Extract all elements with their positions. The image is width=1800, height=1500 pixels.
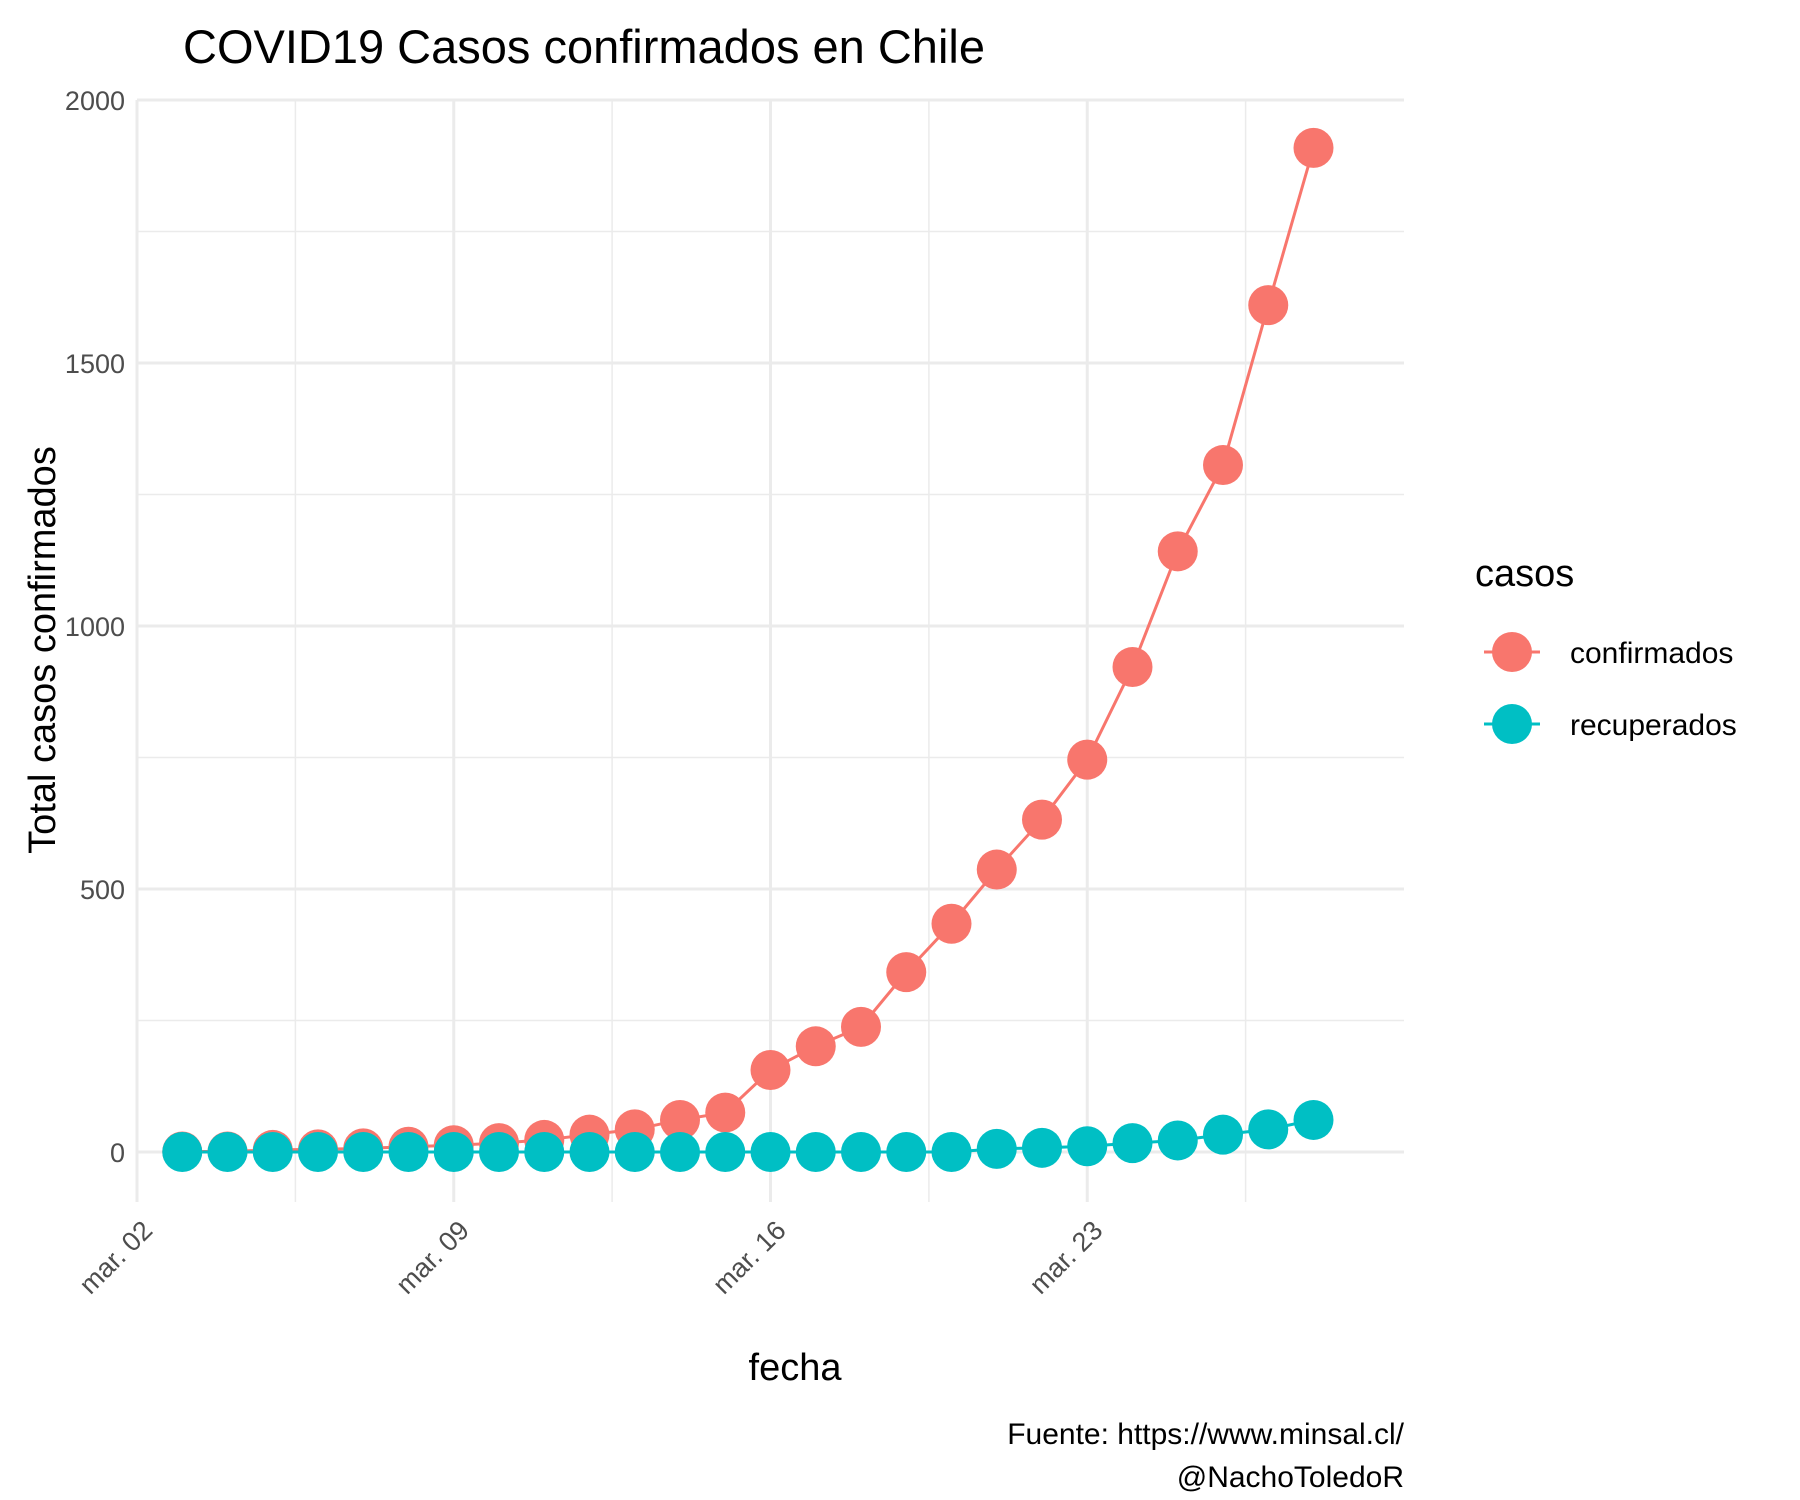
point-recuperados bbox=[569, 1132, 610, 1173]
point-recuperados bbox=[841, 1132, 881, 1173]
legend-title: casos bbox=[1475, 553, 1574, 595]
point-recuperados bbox=[343, 1132, 384, 1173]
x-tick-label: mar. 02 bbox=[73, 1215, 158, 1300]
point-recuperados bbox=[524, 1132, 565, 1173]
point-confirmados bbox=[1157, 531, 1198, 572]
point-recuperados bbox=[614, 1132, 655, 1173]
y-tick-labels: 0 500 1000 1500 2000 bbox=[65, 86, 125, 1168]
y-tick-label: 2000 bbox=[65, 86, 125, 116]
point-confirmados bbox=[841, 1006, 881, 1047]
y-axis-title: Total casos confirmados bbox=[22, 446, 64, 854]
legend-key-point-recuperados bbox=[1492, 704, 1532, 744]
point-recuperados bbox=[1112, 1123, 1153, 1164]
point-recuperados bbox=[750, 1132, 791, 1173]
point-recuperados bbox=[1203, 1114, 1243, 1155]
point-confirmados bbox=[1022, 799, 1062, 840]
point-confirmados bbox=[705, 1092, 746, 1133]
point-recuperados bbox=[433, 1132, 474, 1173]
x-tick-label: mar. 16 bbox=[707, 1215, 792, 1300]
point-confirmados bbox=[1248, 285, 1289, 326]
point-recuperados bbox=[479, 1132, 519, 1173]
caption-source: Fuente: https://www.minsal.cl/ bbox=[1007, 1418, 1404, 1451]
legend: casos confirmados recuperados bbox=[1475, 553, 1737, 744]
point-recuperados bbox=[705, 1132, 746, 1173]
x-tick-label: mar. 23 bbox=[1024, 1215, 1109, 1300]
point-confirmados bbox=[886, 952, 927, 993]
x-tick-labels: mar. 02 mar. 09 mar. 16 mar. 23 bbox=[73, 1215, 1108, 1300]
point-recuperados bbox=[1022, 1127, 1062, 1168]
point-recuperados bbox=[1067, 1126, 1108, 1167]
point-confirmados bbox=[1293, 127, 1334, 168]
y-tick-label: 1500 bbox=[65, 349, 125, 379]
point-recuperados bbox=[795, 1132, 836, 1173]
point-recuperados bbox=[976, 1128, 1017, 1169]
grid bbox=[135, 98, 1404, 1202]
y-tick-label: 1000 bbox=[65, 612, 125, 642]
point-recuperados bbox=[931, 1132, 972, 1173]
chart-title: COVID19 Casos confirmados en Chile bbox=[183, 20, 985, 73]
point-confirmados bbox=[976, 849, 1017, 890]
x-axis-title: fecha bbox=[749, 1347, 843, 1389]
point-recuperados bbox=[388, 1132, 429, 1173]
point-recuperados bbox=[660, 1132, 700, 1173]
point-recuperados bbox=[886, 1132, 927, 1173]
point-confirmados bbox=[931, 903, 972, 944]
legend-label-confirmados: confirmados bbox=[1570, 637, 1733, 670]
legend-key-point-confirmados bbox=[1492, 632, 1532, 672]
point-recuperados bbox=[298, 1132, 338, 1173]
x-tick-label: mar. 09 bbox=[390, 1215, 475, 1300]
point-recuperados bbox=[162, 1132, 203, 1173]
y-tick-label: 500 bbox=[80, 875, 125, 905]
legend-label-recuperados: recuperados bbox=[1570, 709, 1737, 742]
point-confirmados bbox=[795, 1026, 836, 1067]
series-lines bbox=[182, 147, 1315, 1154]
point-recuperados bbox=[207, 1132, 248, 1173]
point-confirmados bbox=[1112, 647, 1153, 688]
point-confirmados bbox=[660, 1099, 700, 1140]
y-tick-label: 0 bbox=[110, 1138, 125, 1168]
series-line-confirmados bbox=[182, 147, 1315, 1153]
point-confirmados bbox=[1203, 445, 1243, 486]
point-recuperados bbox=[1293, 1099, 1334, 1140]
point-recuperados bbox=[1248, 1109, 1289, 1150]
point-confirmados bbox=[750, 1049, 791, 1090]
series-points bbox=[162, 127, 1334, 1173]
caption-author: @NachoToledoR bbox=[1177, 1461, 1404, 1494]
point-recuperados bbox=[252, 1132, 293, 1173]
point-confirmados bbox=[1067, 739, 1108, 780]
point-recuperados bbox=[1157, 1120, 1198, 1161]
